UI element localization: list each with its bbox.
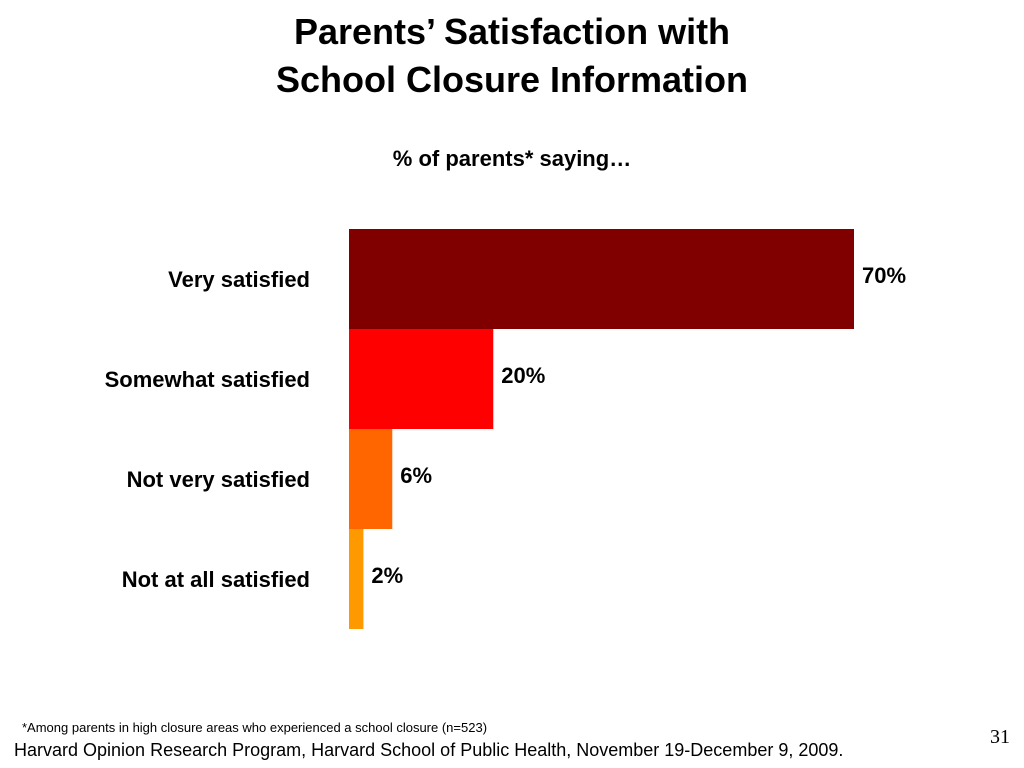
category-label-very-satisfied: Very satisfied bbox=[168, 267, 310, 292]
title-line-1: Parents’ Satisfaction with bbox=[293, 11, 731, 52]
category-label-not-at-all-satisfied: Not at all satisfied bbox=[122, 567, 310, 592]
value-label-not-very-satisfied: 6% bbox=[400, 463, 432, 488]
page-number: 31 bbox=[990, 726, 1010, 748]
category-label-somewhat-satisfied: Somewhat satisfied bbox=[105, 367, 310, 392]
satisfaction-bar-chart: Very satisfied 70% Somewhat satisfied 20% No… bbox=[105, 229, 906, 629]
bar-not-at-all-satisfied bbox=[349, 529, 364, 629]
title-line-2: School Closure Information bbox=[275, 59, 749, 100]
source-citation: Harvard Opinion Research Program, Harvar… bbox=[14, 740, 844, 760]
page-title: Parents’ Satisfaction with School Closur… bbox=[0, 8, 1024, 104]
bar-not-very-satisfied bbox=[349, 429, 393, 529]
bar-very-satisfied bbox=[349, 229, 854, 329]
category-label-not-very-satisfied: Not very satisfied bbox=[127, 467, 310, 492]
value-label-not-at-all-satisfied: 2% bbox=[371, 563, 403, 588]
footnote: *Among parents in high closure areas who… bbox=[22, 720, 488, 735]
chart-subtitle: % of parents* saying… bbox=[392, 146, 632, 171]
bar-somewhat-satisfied bbox=[349, 329, 494, 429]
value-label-very-satisfied: 70% bbox=[862, 263, 906, 288]
value-label-somewhat-satisfied: 20% bbox=[501, 363, 545, 388]
